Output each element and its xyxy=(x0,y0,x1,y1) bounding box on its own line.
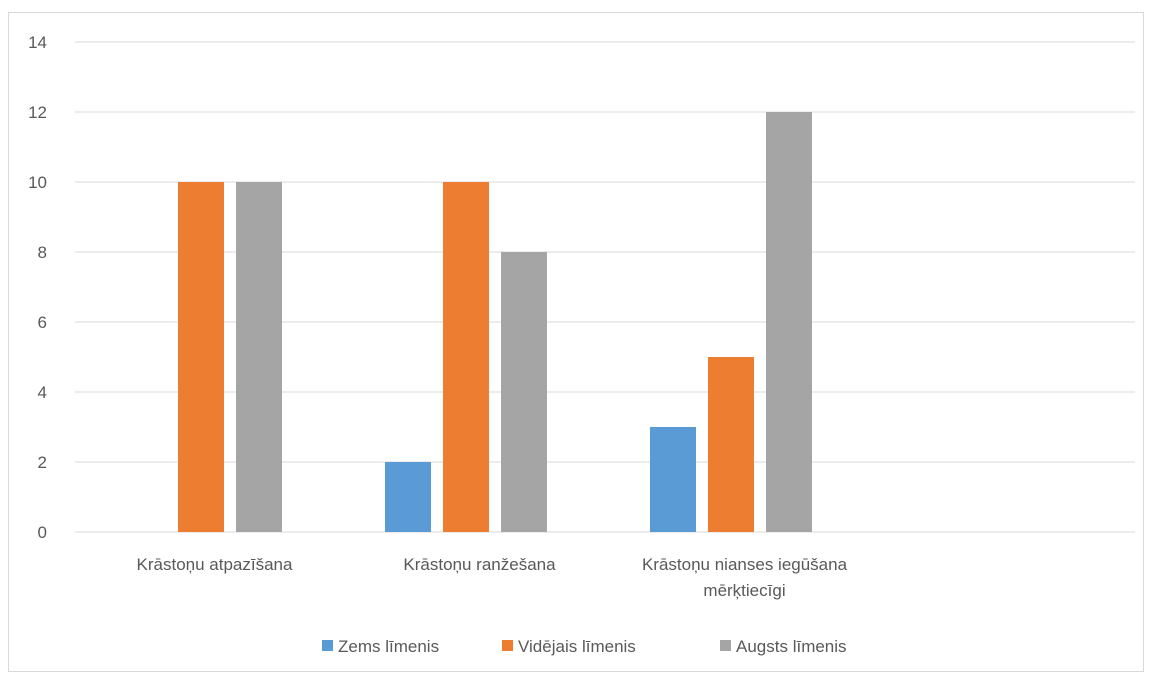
y-tick-label: 12 xyxy=(28,103,47,122)
legend: Zems līmenis Vidējais līmenis Augsts līmen… xyxy=(322,637,847,656)
y-tick-label: 6 xyxy=(38,313,47,332)
bars xyxy=(178,112,812,532)
legend-label-2: Vidējais līmenis xyxy=(518,637,636,656)
y-tick-label: 8 xyxy=(38,243,47,262)
y-tick-label: 2 xyxy=(38,453,47,472)
y-tick-label: 10 xyxy=(28,173,47,192)
bar-2-1 xyxy=(178,182,224,532)
legend-swatch-3 xyxy=(720,640,731,651)
category-label: mērķtiecīgi xyxy=(703,581,785,600)
category-label: Krāstoņu nianses iegūšana xyxy=(642,555,848,574)
bar-3-1 xyxy=(236,182,282,532)
bar-1-3 xyxy=(650,427,696,532)
bar-3-2 xyxy=(501,252,547,532)
y-tick-label: 0 xyxy=(38,523,47,542)
legend-swatch-2 xyxy=(502,640,513,651)
category-label: Krāstoņu atpazīšana xyxy=(137,555,293,574)
legend-swatch-1 xyxy=(322,640,333,651)
bar-2-2 xyxy=(443,182,489,532)
bar-1-2 xyxy=(385,462,431,532)
x-axis-categories: Krāstoņu atpazīšana Krāstoņu ranžešana Krā… xyxy=(137,555,848,600)
legend-label-3: Augsts līmenis xyxy=(736,637,847,656)
bar-3-3 xyxy=(766,112,812,532)
category-label: Krāstoņu ranžešana xyxy=(403,555,556,574)
y-axis-ticks: 0 2 4 6 8 10 12 14 xyxy=(28,33,47,542)
y-tick-label: 14 xyxy=(28,33,47,52)
legend-label-1: Zems līmenis xyxy=(338,637,439,656)
gridlines xyxy=(75,41,1135,533)
y-tick-label: 4 xyxy=(38,383,47,402)
bar-2-3 xyxy=(708,357,754,532)
